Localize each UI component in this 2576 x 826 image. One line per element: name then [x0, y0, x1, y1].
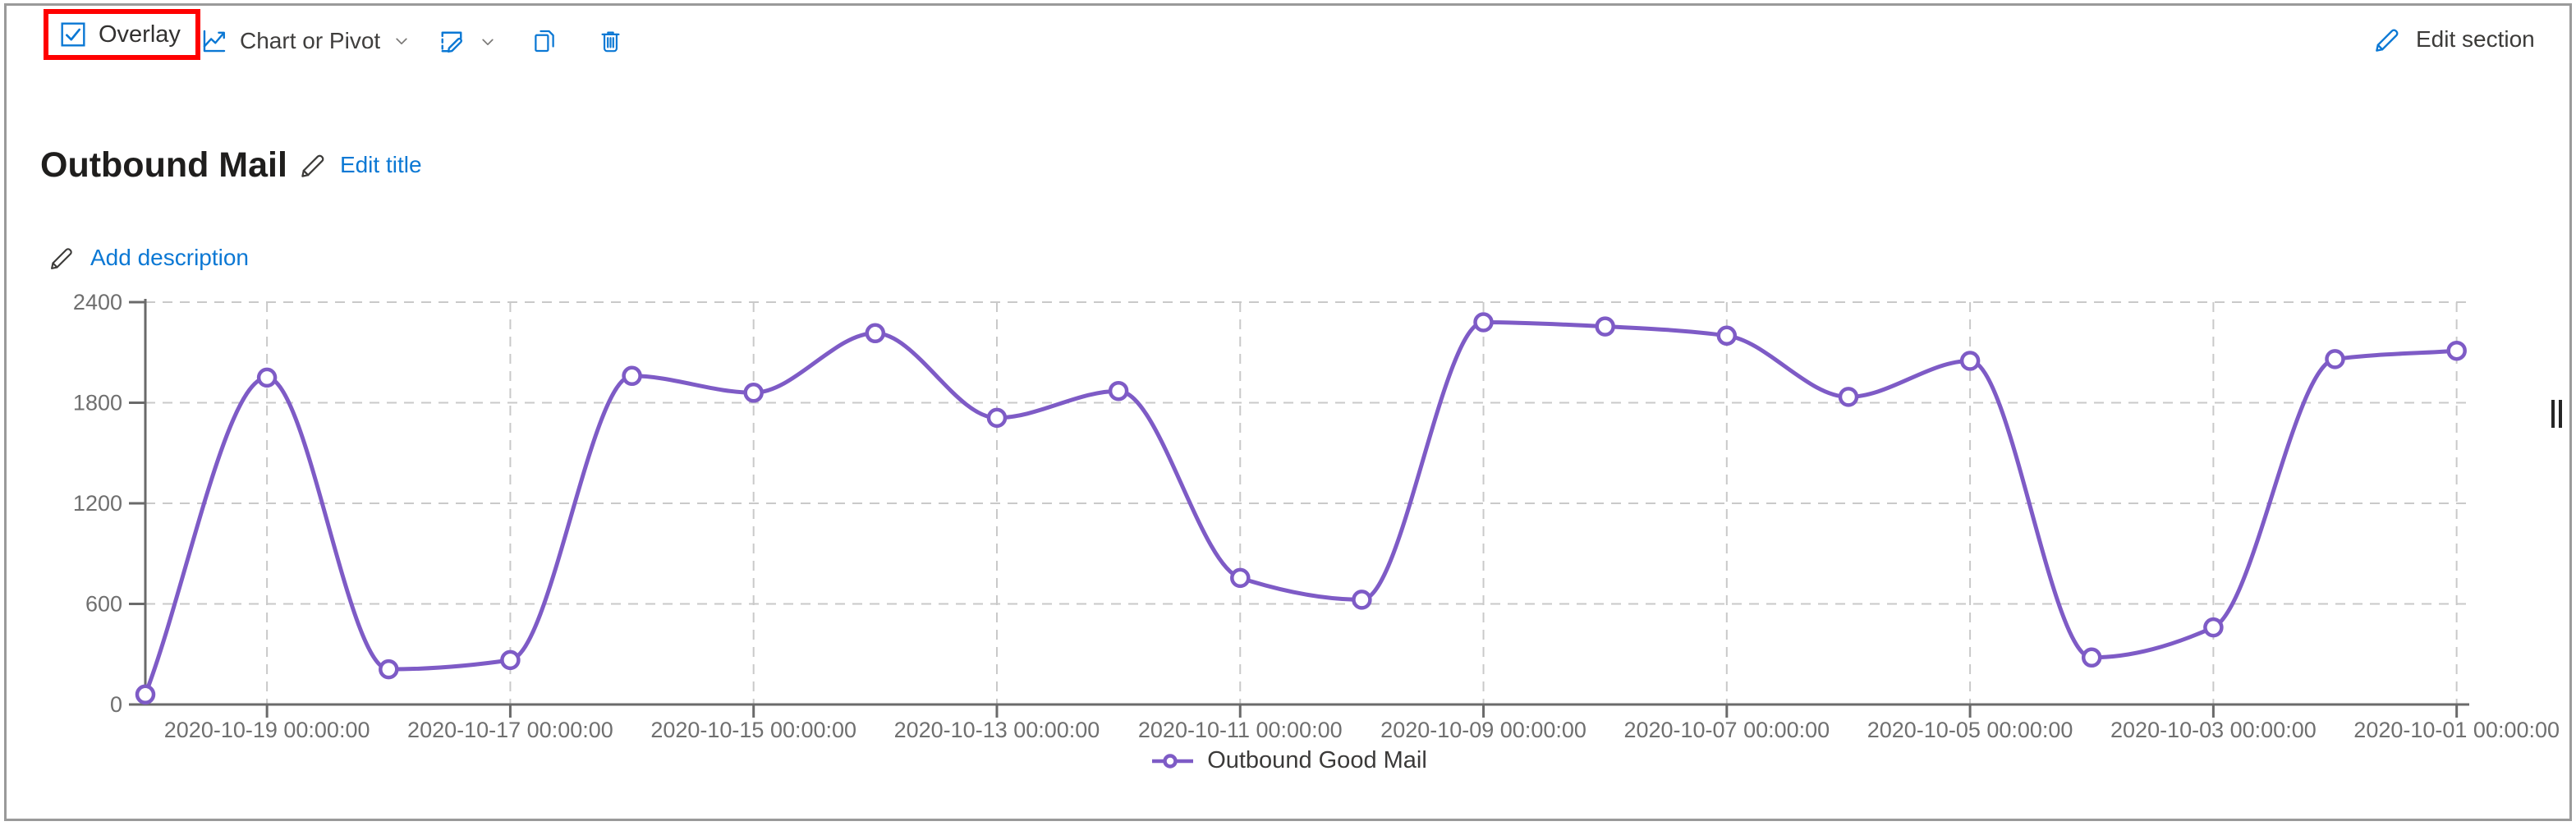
- x-tick-label: 2020-10-17 00:00:00: [407, 718, 613, 742]
- legend-series-label: Outbound Good Mail: [1207, 747, 1427, 773]
- add-description-link[interactable]: Add description: [90, 245, 250, 270]
- data-point-marker[interactable]: [2081, 647, 2102, 668]
- x-tick-label: 2020-10-13 00:00:00: [894, 718, 1100, 742]
- data-point-marker[interactable]: [1838, 387, 1859, 407]
- data-point-marker[interactable]: [1959, 351, 1981, 371]
- data-point-marker[interactable]: [1108, 380, 1129, 402]
- data-point-marker[interactable]: [865, 323, 886, 344]
- line-chart-icon: [200, 27, 228, 55]
- data-point-marker[interactable]: [500, 649, 521, 671]
- title-row: Outbound Mail Edit title: [40, 145, 422, 186]
- overlay-label: Overlay: [99, 21, 181, 48]
- overlay-checkbox[interactable]: [59, 21, 87, 48]
- data-point-marker[interactable]: [1595, 316, 1615, 337]
- x-tick-label: 2020-10-07 00:00:00: [1623, 718, 1830, 742]
- chart-or-pivot-label: Chart or Pivot: [240, 28, 381, 53]
- y-tick-label: 600: [85, 592, 122, 617]
- data-point-marker[interactable]: [743, 383, 764, 403]
- chevron-down-icon: [392, 31, 411, 51]
- data-point-marker[interactable]: [1230, 567, 1251, 589]
- overlay-highlight-box: Overlay: [44, 9, 200, 60]
- data-point-marker[interactable]: [986, 407, 1008, 429]
- data-point-marker[interactable]: [1473, 312, 1494, 333]
- x-tick-label: 2020-10-19 00:00:00: [164, 718, 370, 742]
- data-point-marker[interactable]: [622, 365, 642, 387]
- y-tick-label: 2400: [73, 290, 122, 314]
- data-point-marker[interactable]: [1716, 325, 1738, 346]
- chart-legend[interactable]: Outbound Good Mail: [0, 747, 2576, 774]
- edit-section-label: Edit section: [2416, 26, 2535, 52]
- x-tick-label: 2020-10-09 00:00:00: [1380, 718, 1586, 742]
- data-point-marker[interactable]: [135, 684, 156, 705]
- x-tick-label: 2020-10-11 00:00:00: [1138, 718, 1343, 742]
- data-point-marker[interactable]: [256, 367, 278, 388]
- rename-visual-icon: [437, 27, 466, 57]
- x-tick-label: 2020-10-01 00:00:00: [2353, 718, 2560, 742]
- y-tick-label: 1800: [73, 391, 122, 415]
- x-tick-label: 2020-10-03 00:00:00: [2110, 718, 2317, 742]
- y-tick-label: 1200: [73, 491, 122, 516]
- rename-visual-button[interactable]: [437, 27, 498, 57]
- series-line: [143, 319, 2459, 697]
- trash-icon[interactable]: [597, 28, 624, 55]
- add-description-button[interactable]: Add description: [48, 243, 249, 273]
- data-point-marker[interactable]: [2203, 617, 2224, 638]
- legend-series-marker-icon: [1149, 750, 1196, 772]
- data-point-marker[interactable]: [2325, 349, 2345, 369]
- x-tick-label: 2020-10-15 00:00:00: [650, 718, 856, 742]
- drag-handle[interactable]: [2551, 400, 2562, 428]
- data-point-marker[interactable]: [2446, 340, 2467, 361]
- line-chart: 2020-10-19 00:00:00 2020-10-17 00:00:00 20…: [73, 290, 2560, 742]
- edit-title-link[interactable]: Edit title: [339, 152, 422, 177]
- data-point-marker[interactable]: [379, 659, 399, 680]
- copy-button[interactable]: [530, 27, 558, 55]
- x-tick-label: 2020-10-05 00:00:00: [1867, 718, 2073, 742]
- pencil-icon: [48, 243, 77, 273]
- y-tick-label: 0: [110, 692, 122, 717]
- pencil-icon: [2372, 24, 2404, 55]
- edit-section-button[interactable]: Edit section: [2372, 24, 2535, 55]
- chart-or-pivot-button[interactable]: Chart or Pivot: [200, 27, 411, 55]
- page-title: Outbound Mail: [40, 145, 287, 185]
- chevron-down-icon: [478, 32, 498, 52]
- data-point-marker[interactable]: [1352, 590, 1372, 610]
- pencil-icon: [298, 149, 329, 181]
